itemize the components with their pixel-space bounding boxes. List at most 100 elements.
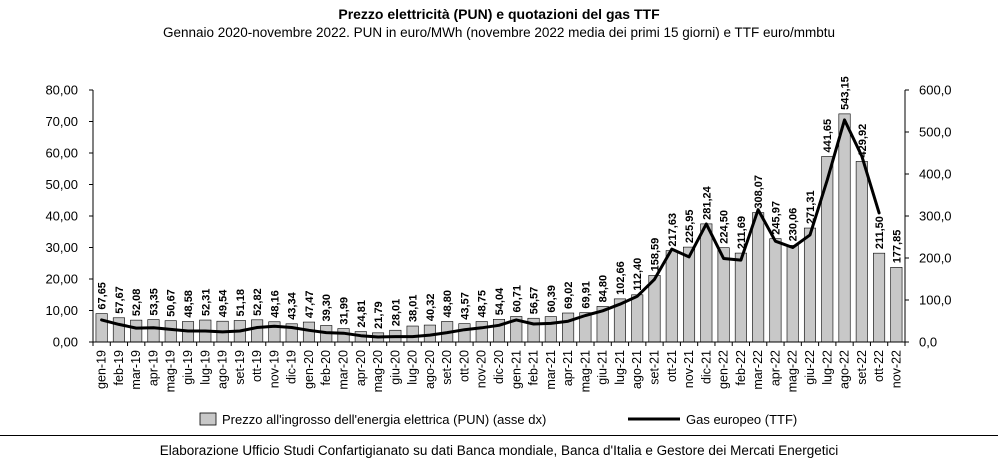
x-tick-label: set-20 — [440, 350, 454, 385]
bar — [752, 212, 765, 343]
y-left-tick-label: 30,00 — [45, 240, 78, 255]
x-tick-label: mag-20 — [371, 350, 385, 392]
x-tick-label: mar-19 — [129, 350, 143, 390]
x-tick-label: nov-19 — [267, 350, 281, 388]
chart-title: Prezzo elettricità (PUN) e quotazioni de… — [338, 6, 660, 22]
bar-data-label: 48,80 — [442, 290, 454, 318]
x-tick-label: apr-22 — [768, 350, 782, 386]
bar-data-label: 211,69 — [736, 216, 748, 249]
bar-data-label: 217,63 — [667, 213, 679, 247]
bar-data-label: 40,32 — [425, 294, 437, 322]
bar — [648, 275, 661, 343]
x-tick-label: ago-19 — [216, 350, 230, 389]
x-tick-label: mag-22 — [786, 350, 800, 392]
source-note: Elaborazione Ufficio Studi Confartigiana… — [159, 443, 839, 458]
bar-data-label: 102,66 — [615, 261, 627, 295]
y-right-tick-label: 300,0 — [919, 209, 952, 224]
x-tick-label: mar-22 — [751, 350, 765, 390]
bar-data-label: 60,71 — [511, 285, 523, 313]
x-tick-label: giu-19 — [181, 350, 195, 385]
bar-data-label: 245,97 — [770, 201, 782, 235]
x-tick-label: dic-20 — [492, 350, 506, 384]
ttf-line — [100, 118, 881, 339]
x-tick-label: dic-19 — [285, 350, 299, 384]
bar-data-label: 69,02 — [563, 281, 575, 309]
x-tick-label: ott-21 — [665, 350, 679, 382]
bar — [717, 247, 730, 343]
x-tick-label: ago-20 — [423, 350, 437, 389]
bar — [855, 161, 868, 343]
bar-data-label: 52,08 — [131, 289, 143, 317]
bar-data-label: 48,75 — [477, 290, 489, 318]
bar — [95, 313, 108, 343]
y-right-tick-label: 0,0 — [919, 335, 937, 350]
x-tick-label: giu-20 — [388, 350, 402, 385]
bar-data-label: 38,01 — [408, 295, 420, 323]
bar — [683, 246, 696, 343]
bar-data-label: 49,54 — [218, 289, 230, 317]
y-left-tick-label: 70,00 — [45, 114, 78, 129]
bar-data-label: 429,92 — [857, 124, 869, 158]
x-tick-label: mar-20 — [337, 350, 351, 390]
footer-divider — [0, 435, 998, 436]
x-tick-label: set-22 — [855, 350, 869, 385]
bar — [631, 294, 644, 343]
x-tick-label: set-19 — [233, 350, 247, 385]
bar — [665, 250, 678, 343]
bar-data-label: 441,65 — [822, 119, 834, 153]
bar-data-label: 67,65 — [97, 282, 109, 310]
x-tick-label: feb-21 — [527, 350, 541, 385]
y-left-tick-label: 50,00 — [45, 177, 78, 192]
x-tick-label: giu-22 — [803, 350, 817, 385]
bar — [406, 325, 419, 343]
bar — [873, 252, 886, 343]
bar-data-label: 48,58 — [183, 290, 195, 318]
legend-bar-label: Prezzo all'ingrosso dell'energia elettri… — [222, 412, 546, 427]
x-tick-label: feb-20 — [319, 350, 333, 385]
x-tick-label: ott-20 — [457, 350, 471, 382]
bar-data-label: 271,31 — [805, 190, 817, 224]
x-tick-label: apr-21 — [561, 350, 575, 386]
bar — [562, 312, 575, 343]
chart-subtitle: Gennaio 2020-novembre 2022. PUN in euro/… — [162, 25, 836, 40]
x-tick-label: lug-22 — [820, 350, 834, 385]
bar-data-label: 47,47 — [304, 291, 316, 319]
bar-data-label: 158,59 — [649, 238, 661, 272]
bar — [112, 317, 125, 343]
bar-data-label: 56,57 — [529, 287, 541, 315]
bar-data-label: 28,01 — [390, 299, 402, 327]
y-left-tick-label: 60,00 — [45, 146, 78, 161]
bar-data-label: 21,79 — [373, 301, 385, 329]
x-tick-label: lug-20 — [406, 350, 420, 385]
x-tick-label: ott-19 — [250, 350, 264, 382]
legend-bar-swatch — [199, 412, 217, 426]
x-tick-label: gen-22 — [717, 350, 731, 389]
y-right-tick-label: 500,0 — [919, 125, 952, 140]
x-tick-label: mag-19 — [164, 350, 178, 392]
x-tick-label: gen-19 — [95, 350, 109, 389]
bar — [164, 320, 177, 343]
x-tick-label: nov-22 — [889, 350, 903, 388]
bar-data-label: 43,34 — [287, 291, 299, 319]
x-tick-label: nov-21 — [682, 350, 696, 388]
y-left-tick-label: 40,00 — [45, 209, 78, 224]
bar-data-label: 84,80 — [598, 275, 610, 303]
x-tick-label: ago-22 — [838, 350, 852, 389]
bar-data-label: 225,95 — [684, 209, 696, 243]
x-tick-label: gen-20 — [302, 350, 316, 389]
y-left-tick-label: 80,00 — [45, 83, 78, 98]
y-left-tick-label: 20,00 — [45, 272, 78, 287]
bar-data-label: 54,04 — [494, 287, 506, 315]
bar-data-label: 211,50 — [874, 216, 886, 249]
x-tick-label: nov-20 — [475, 350, 489, 388]
bar-data-label: 52,82 — [252, 288, 264, 316]
bar-data-label: 177,85 — [891, 230, 903, 264]
bar-data-label: 50,67 — [166, 289, 178, 317]
bar-data-label: 281,24 — [701, 185, 713, 220]
bar — [700, 223, 713, 343]
x-tick-label: gen-21 — [509, 350, 523, 389]
x-tick-label: apr-19 — [146, 350, 160, 386]
x-tick-label: feb-19 — [112, 350, 126, 385]
bar-data-label: 230,06 — [788, 208, 800, 242]
bar-data-label: 31,99 — [339, 297, 351, 325]
